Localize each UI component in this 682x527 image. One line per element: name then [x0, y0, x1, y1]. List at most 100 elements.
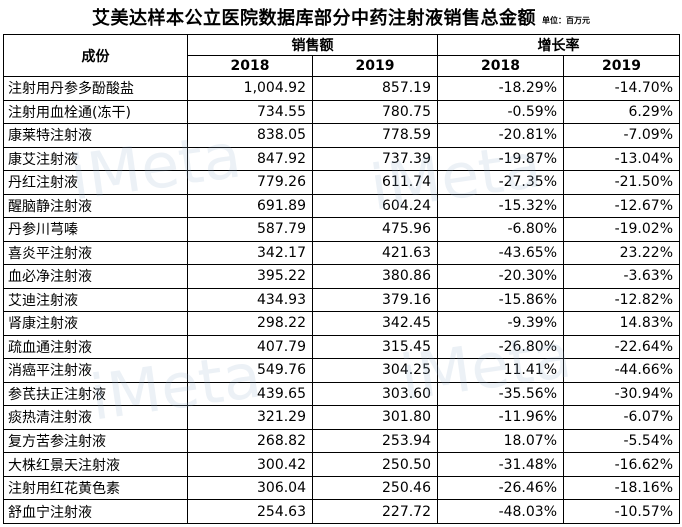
sales-2018-cell: 298.22: [187, 311, 313, 336]
header-sales-2019: 2019: [312, 55, 438, 77]
product-name-cell: 康莱特注射液: [3, 123, 188, 148]
product-name-cell: 消癌平注射液: [3, 358, 188, 383]
product-name-cell: 醒脑静注射液: [3, 193, 188, 219]
growth-2019-cell: -16.62%: [563, 452, 680, 477]
sales-2019-cell: 315.45: [312, 334, 438, 360]
sales-2018-cell: 268.82: [187, 428, 313, 454]
growth-2018-cell: -11.96%: [437, 405, 564, 430]
growth-2018-cell: -18.29%: [437, 76, 564, 101]
table-row: 醒脑静注射液 691.89 604.24 -15.32% -12.67%: [3, 193, 680, 219]
growth-2019-cell: -19.02%: [563, 217, 680, 242]
title-bar: 艾美达样本公立医院数据库部分中药注射液销售总金额 单位：百万元: [0, 0, 682, 34]
table-row: 血必净注射液 395.22 380.86 -20.30% -3.63%: [3, 264, 680, 289]
growth-2019-cell: 6.29%: [563, 99, 680, 125]
table-row: 丹参川芎嗪 587.79 475.96 -6.80% -19.02%: [3, 217, 680, 242]
sales-2019-cell: 253.94: [312, 428, 438, 454]
sales-2019-cell: 737.39: [312, 146, 438, 172]
product-name-cell: 注射用血栓通(冻干): [3, 99, 188, 125]
sales-2018-cell: 1,004.92: [187, 76, 313, 101]
growth-2019-cell: -12.82%: [563, 287, 680, 313]
product-name-cell: 痰热清注射液: [3, 405, 188, 430]
growth-2018-cell: -0.59%: [437, 99, 564, 125]
sales-2019-cell: 778.59: [312, 123, 438, 148]
sales-2018-cell: 321.29: [187, 405, 313, 430]
page-title: 艾美达样本公立医院数据库部分中药注射液销售总金额: [92, 8, 536, 29]
growth-2018-cell: -31.48%: [437, 452, 564, 477]
table-row: 肾康注射液 298.22 342.45 -9.39% 14.83%: [3, 311, 680, 336]
growth-2018-cell: 18.07%: [437, 428, 564, 454]
growth-2019-cell: -7.09%: [563, 123, 680, 148]
product-name-cell: 注射用红花黄色素: [3, 475, 188, 501]
growth-2018-cell: 11.41%: [437, 358, 564, 383]
sales-2019-cell: 250.46: [312, 475, 438, 501]
sales-2018-cell: 342.17: [187, 240, 313, 266]
sales-2019-cell: 303.60: [312, 381, 438, 407]
growth-2019-cell: -18.16%: [563, 475, 680, 501]
sales-2018-cell: 847.92: [187, 146, 313, 172]
growth-2019-cell: -44.66%: [563, 358, 680, 383]
product-name-cell: 血必净注射液: [3, 264, 188, 289]
sales-2019-cell: 857.19: [312, 76, 438, 101]
sales-table: 成份 销售额 增长率 2018 2019 2018 2019 注射用丹参多酚酸盐…: [3, 34, 680, 524]
table-row: 注射用红花黄色素 306.04 250.46 -26.46% -18.16%: [3, 475, 680, 501]
table-row: 注射用丹参多酚酸盐 1,004.92 857.19 -18.29% -14.70%: [3, 76, 680, 101]
sales-2019-cell: 250.50: [312, 452, 438, 477]
product-name-cell: 参芪扶正注射液: [3, 381, 188, 407]
sales-2019-cell: 604.24: [312, 193, 438, 219]
product-name-cell: 复方苦参注射液: [3, 428, 188, 454]
growth-2019-cell: -30.94%: [563, 381, 680, 407]
table-body: 注射用丹参多酚酸盐 1,004.92 857.19 -18.29% -14.70% 注射用…: [3, 76, 680, 524]
growth-2018-cell: -15.32%: [437, 193, 564, 219]
header-growth-2019: 2019: [563, 55, 680, 77]
growth-2018-cell: -20.30%: [437, 264, 564, 289]
table-row: 复方苦参注射液 268.82 253.94 18.07% -5.54%: [3, 428, 680, 454]
growth-2018-cell: -26.80%: [437, 334, 564, 360]
table-row: 消癌平注射液 549.76 304.25 11.41% -44.66%: [3, 358, 680, 383]
growth-2018-cell: -9.39%: [437, 311, 564, 336]
growth-2019-cell: -22.64%: [563, 334, 680, 360]
product-name-cell: 丹红注射液: [3, 170, 188, 195]
table-row: 康艾注射液 847.92 737.39 -19.87% -13.04%: [3, 146, 680, 172]
product-name-cell: 肾康注射液: [3, 311, 188, 336]
sales-2018-cell: 587.79: [187, 217, 313, 242]
sales-2018-cell: 434.93: [187, 287, 313, 313]
table-row: 大株红景天注射液 300.42 250.50 -31.48% -16.62%: [3, 452, 680, 477]
sales-2019-cell: 380.86: [312, 264, 438, 289]
table-row: 痰热清注射液 321.29 301.80 -11.96% -6.07%: [3, 405, 680, 430]
growth-2019-cell: -12.67%: [563, 193, 680, 219]
growth-2018-cell: -15.86%: [437, 287, 564, 313]
sales-2019-cell: 611.74: [312, 170, 438, 195]
sales-2018-cell: 439.65: [187, 381, 313, 407]
sales-2018-cell: 300.42: [187, 452, 313, 477]
growth-2019-cell: -5.54%: [563, 428, 680, 454]
growth-2019-cell: -14.70%: [563, 76, 680, 101]
sales-2018-cell: 549.76: [187, 358, 313, 383]
growth-2018-cell: -26.46%: [437, 475, 564, 501]
header-growth-2018: 2018: [437, 55, 564, 77]
growth-2019-cell: -6.07%: [563, 405, 680, 430]
header-growth: 增长率: [437, 34, 680, 56]
sales-2019-cell: 342.45: [312, 311, 438, 336]
growth-2018-cell: -19.87%: [437, 146, 564, 172]
table-row: 注射用血栓通(冻干) 734.55 780.75 -0.59% 6.29%: [3, 99, 680, 125]
table-row: 参芪扶正注射液 439.65 303.60 -35.56% -30.94%: [3, 381, 680, 407]
growth-2018-cell: -48.03%: [437, 499, 564, 524]
growth-2018-cell: -6.80%: [437, 217, 564, 242]
header-row-2: 2018 2019 2018 2019: [4, 55, 680, 77]
sales-2018-cell: 779.26: [187, 170, 313, 195]
sales-2018-cell: 306.04: [187, 475, 313, 501]
growth-2019-cell: -3.63%: [563, 264, 680, 289]
header-product: 成份: [3, 34, 188, 77]
sales-2018-cell: 734.55: [187, 99, 313, 125]
product-name-cell: 舒血宁注射液: [3, 499, 188, 524]
growth-2019-cell: -10.57%: [563, 499, 680, 524]
product-name-cell: 丹参川芎嗪: [3, 217, 188, 242]
sales-2019-cell: 227.72: [312, 499, 438, 524]
table-row: 疏血通注射液 407.79 315.45 -26.80% -22.64%: [3, 334, 680, 360]
growth-2019-cell: -21.50%: [563, 170, 680, 195]
sales-2019-cell: 301.80: [312, 405, 438, 430]
growth-2019-cell: -13.04%: [563, 146, 680, 172]
header-sales-2018: 2018: [187, 55, 313, 77]
growth-2019-cell: 23.22%: [563, 240, 680, 266]
table-row: 喜炎平注射液 342.17 421.63 -43.65% 23.22%: [3, 240, 680, 266]
